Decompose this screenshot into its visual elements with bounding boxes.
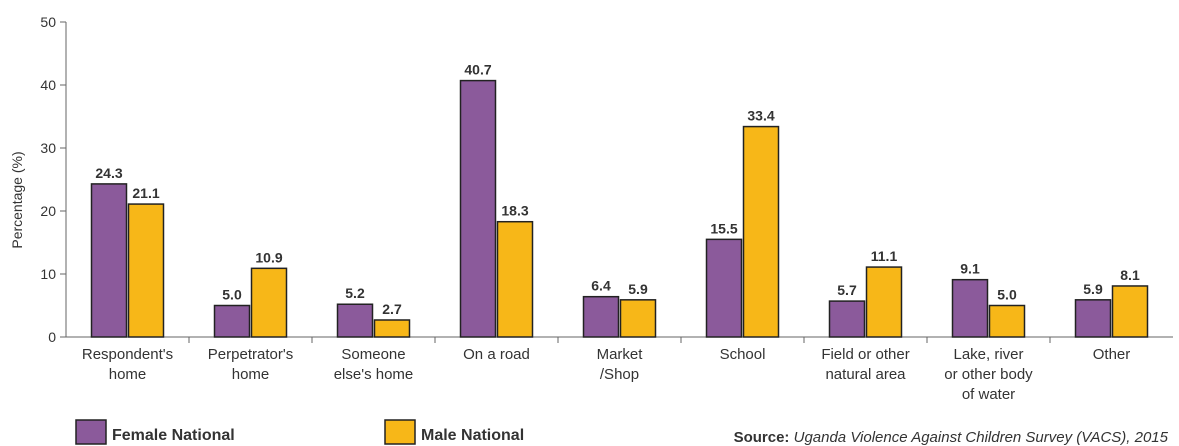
data-label: 15.5	[710, 220, 737, 236]
bar-female-national	[336, 303, 374, 338]
y-tick-label: 40	[40, 77, 56, 93]
y-tick-label: 20	[40, 203, 56, 219]
bar-male-national	[742, 125, 780, 338]
legend-swatch	[384, 419, 416, 445]
x-tick-label: School	[720, 346, 766, 363]
data-label: 5.0	[997, 287, 1017, 303]
data-label: 10.9	[255, 249, 282, 265]
legend-label: Male National	[421, 427, 524, 444]
x-tick-label: Other	[1093, 346, 1131, 363]
bar-female-national	[90, 183, 128, 338]
x-tick-label-line: On a road	[463, 346, 530, 363]
x-tick-label-line: home	[232, 366, 270, 383]
x-tick-label-line: natural area	[825, 366, 906, 383]
data-label: 33.4	[747, 108, 774, 124]
legend-swatch	[75, 419, 107, 445]
bar-female-national	[951, 278, 989, 338]
legend-item: Male National	[384, 419, 524, 445]
bar-male-national	[127, 203, 165, 338]
x-tick-label-line: School	[720, 346, 766, 363]
source-label: Source:	[734, 429, 790, 446]
y-tick-label: 10	[40, 266, 56, 282]
y-tick-label: 50	[40, 14, 56, 30]
data-label: 5.2	[345, 285, 365, 301]
data-label: 21.1	[132, 185, 159, 201]
source-note: Source: Uganda Violence Against Children…	[734, 429, 1169, 446]
legend-item: Female National	[75, 419, 235, 445]
axes: 0 10 20 30 40 50	[40, 14, 1173, 345]
legend: Female National Male National	[75, 419, 524, 445]
bar-female-national	[828, 300, 866, 338]
data-label: 5.9	[1083, 281, 1103, 297]
bar-female-national	[459, 79, 497, 338]
x-tick-label: Lake, river or other body of water	[944, 346, 1033, 403]
data-label: 5.7	[837, 282, 857, 298]
x-tick-label: Respondent's home	[82, 346, 173, 383]
y-axis-title: Percentage (%)	[9, 151, 25, 248]
x-tick-label-line: home	[109, 366, 147, 383]
bar-male-national	[619, 299, 657, 338]
data-label: 5.9	[628, 281, 648, 297]
x-tick-label-line: of water	[962, 386, 1015, 403]
data-label: 5.0	[222, 287, 242, 303]
bar-female-national	[213, 304, 251, 338]
bar-female-national	[1074, 299, 1112, 338]
labels: 24.3 21.1 Respondent's home 5.0 10.9 Perpetrat…	[82, 62, 1140, 403]
x-tick-label-line: Market	[597, 346, 644, 363]
data-label: 40.7	[464, 62, 491, 78]
bar-male-national	[988, 304, 1026, 338]
legend-label: Female National	[112, 427, 235, 444]
data-label: 8.1	[1120, 267, 1140, 283]
x-tick-label-line: Other	[1093, 346, 1131, 363]
x-tick-label: Field or other natural area	[821, 346, 909, 383]
x-tick-label-line: else's home	[334, 366, 414, 383]
source-text: Uganda Violence Against Children Survey …	[794, 429, 1169, 446]
data-label: 2.7	[382, 301, 402, 317]
x-tick-label-line: Lake, river	[953, 346, 1023, 363]
x-tick-label: Someone else's home	[334, 346, 414, 383]
x-tick-label-line: Field or other	[821, 346, 909, 363]
data-label: 11.1	[871, 248, 898, 264]
bar-female-national	[582, 295, 620, 338]
x-tick-label: Perpetrator's home	[208, 346, 293, 383]
x-tick-label-line: Perpetrator's	[208, 346, 293, 363]
x-tick-label: Market/Shop	[597, 346, 644, 383]
bar-male-national	[373, 319, 411, 338]
x-tick-label-line: /Shop	[600, 366, 639, 383]
data-label: 6.4	[591, 278, 611, 294]
bars	[90, 79, 1149, 338]
x-tick-label: On a road	[463, 346, 530, 363]
data-label: 9.1	[960, 261, 980, 277]
bar-male-national	[1111, 285, 1149, 338]
y-tick-label: 0	[48, 329, 56, 345]
bar-male-national	[865, 266, 903, 338]
bar-female-national	[705, 238, 743, 338]
x-tick-label-line: Respondent's	[82, 346, 173, 363]
data-label: 24.3	[95, 165, 122, 181]
x-tick-label-line: Someone	[341, 346, 405, 363]
y-tick-label: 30	[40, 140, 56, 156]
bar-male-national	[496, 220, 534, 338]
x-tick-label-line: or other body	[944, 366, 1033, 383]
data-label: 18.3	[501, 203, 528, 219]
bar-male-national	[250, 267, 288, 338]
